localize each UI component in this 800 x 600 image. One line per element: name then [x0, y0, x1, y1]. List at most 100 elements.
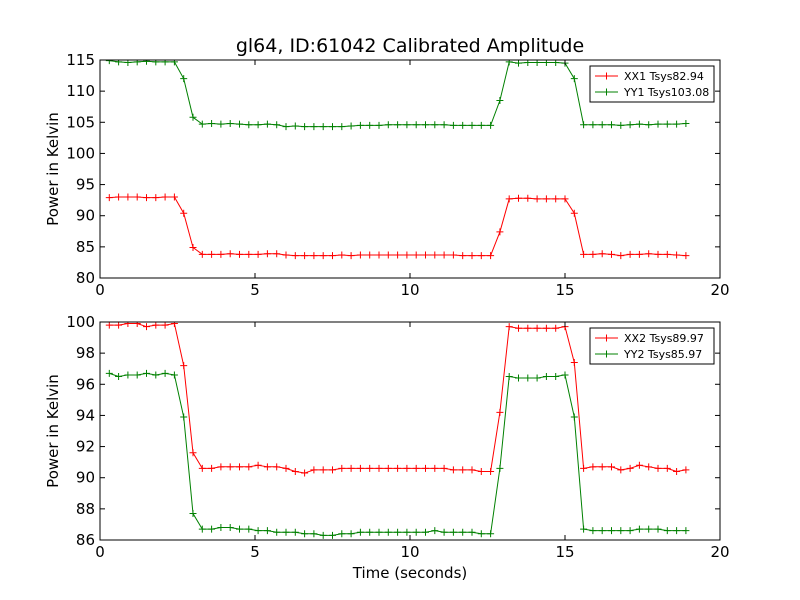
data-point — [133, 371, 141, 379]
data-point — [301, 469, 309, 477]
data-point — [542, 373, 550, 380]
data-point — [347, 252, 355, 260]
data-point — [198, 120, 206, 128]
data-point — [356, 464, 364, 472]
data-point — [226, 250, 234, 258]
data-point — [133, 322, 141, 328]
data-point — [422, 528, 429, 536]
data-point — [329, 531, 336, 539]
data-point — [542, 195, 550, 203]
data-point — [505, 60, 513, 66]
data-point — [422, 464, 429, 472]
data-point — [208, 120, 216, 128]
data-point — [487, 530, 495, 538]
data-point — [263, 463, 271, 471]
data-point — [524, 194, 532, 202]
data-point — [468, 121, 476, 129]
data-point — [608, 121, 615, 129]
data-point — [170, 371, 178, 379]
data-point — [431, 464, 439, 472]
top-panel: 0 5 10 15 20 80 85 90 95 100 105 110 115 Power in Kel… — [44, 51, 730, 299]
data-point — [254, 250, 262, 258]
y-tick-label: 85 — [76, 238, 95, 256]
data-point — [161, 322, 169, 329]
x-tick-label: 5 — [250, 543, 260, 561]
x-tick-label: 0 — [95, 281, 105, 299]
data-point — [533, 324, 541, 332]
data-point — [105, 60, 113, 65]
data-point — [105, 322, 113, 329]
data-point — [375, 121, 383, 129]
data-point — [245, 525, 253, 533]
y-tick-label: 100 — [66, 144, 95, 162]
data-point — [198, 464, 206, 472]
data-point — [468, 528, 476, 536]
data-point — [180, 413, 188, 421]
data-point — [291, 528, 299, 536]
legend-entry: YY1 Tsys103.08 — [623, 86, 709, 99]
data-point — [115, 60, 123, 66]
data-point — [570, 75, 578, 83]
data-point — [673, 120, 681, 128]
data-point — [263, 250, 271, 258]
y-tick-label: 96 — [76, 375, 95, 393]
data-point — [170, 322, 178, 328]
data-point — [654, 464, 662, 472]
data-point — [217, 463, 225, 471]
x-tick-label: 10 — [400, 543, 419, 561]
data-point — [143, 369, 150, 377]
data-point — [589, 527, 597, 535]
data-point — [366, 121, 374, 129]
data-point — [459, 252, 467, 260]
data-point — [124, 322, 132, 328]
data-point — [449, 528, 457, 536]
data-point — [552, 373, 560, 380]
data-point — [124, 193, 132, 201]
data-point — [115, 322, 123, 329]
data-point — [161, 193, 169, 201]
data-point — [635, 461, 643, 469]
data-point — [394, 528, 402, 536]
data-point — [412, 251, 420, 259]
data-point — [496, 408, 504, 416]
data-point — [301, 252, 309, 260]
data-point — [440, 464, 448, 472]
y-tick-label: 80 — [76, 269, 95, 287]
data-point — [403, 121, 411, 129]
data-point — [654, 250, 662, 258]
data-point — [598, 463, 606, 471]
data-point — [403, 464, 411, 472]
data-point — [403, 251, 411, 259]
data-point — [236, 463, 243, 471]
data-point — [505, 195, 513, 203]
data-point — [580, 464, 588, 472]
data-point — [487, 252, 495, 260]
data-point — [105, 194, 113, 202]
data-point — [366, 528, 374, 536]
data-point — [626, 464, 634, 472]
data-point — [180, 362, 188, 370]
data-point — [208, 525, 216, 533]
data-point — [422, 121, 429, 129]
data-point — [356, 121, 364, 129]
data-point — [245, 121, 253, 129]
data-point — [347, 464, 355, 472]
data-point — [329, 123, 336, 131]
data-point — [282, 251, 290, 259]
legend-box — [589, 327, 715, 365]
data-point — [263, 120, 271, 128]
data-point — [487, 121, 495, 129]
data-point — [189, 243, 197, 251]
data-point — [496, 228, 504, 236]
data-point — [412, 464, 420, 472]
data-point — [263, 527, 271, 535]
data-point — [477, 252, 485, 260]
data-point — [533, 374, 541, 382]
y-tick-label: 110 — [66, 82, 95, 100]
data-point — [338, 464, 346, 472]
data-point — [217, 250, 225, 258]
legend-marker — [603, 334, 610, 342]
y-tick-label: 86 — [76, 531, 95, 549]
data-point — [170, 193, 178, 201]
y-tick-label: 115 — [66, 51, 95, 69]
